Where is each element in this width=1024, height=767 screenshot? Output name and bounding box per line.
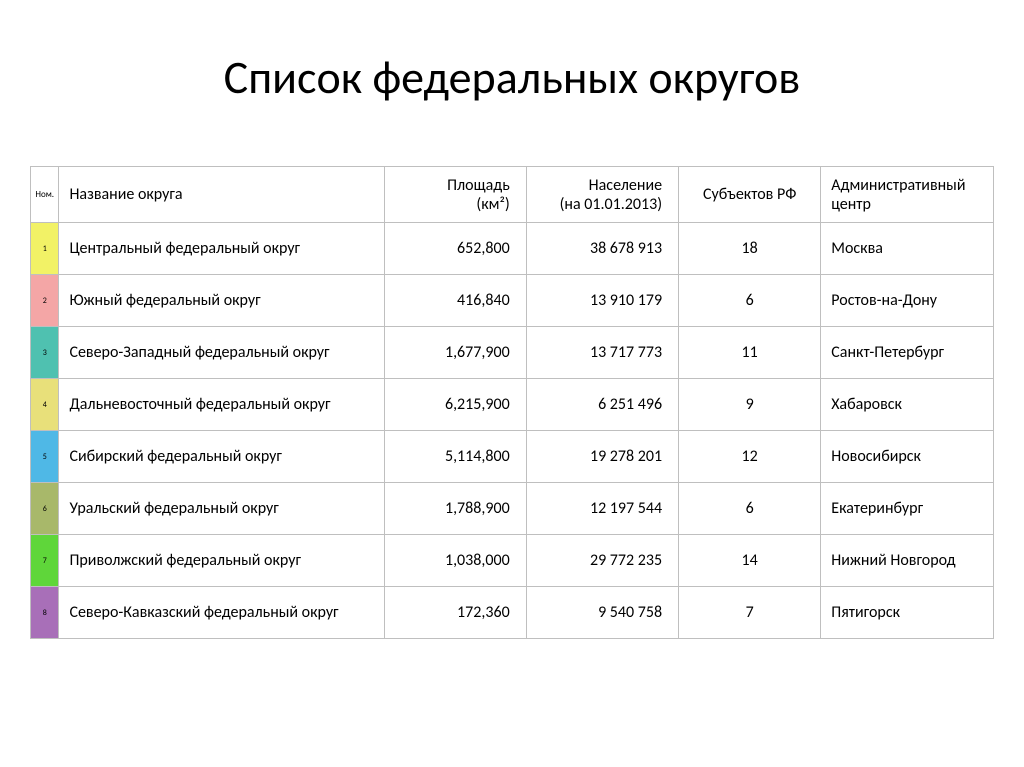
cell-pop: 12 197 544 [526, 483, 678, 535]
districts-table: Ном. Название округа Площадь(км²) Населе… [30, 166, 994, 639]
cell-area: 5,114,800 [384, 431, 526, 483]
cell-center: Санкт-Петербург [821, 327, 994, 379]
cell-name: Южный федеральный округ [59, 275, 384, 327]
cell-pop: 13 717 773 [526, 327, 678, 379]
cell-area: 1,788,900 [384, 483, 526, 535]
table-row: 5Сибирский федеральный округ5,114,80019 … [31, 431, 994, 483]
cell-num: 3 [31, 327, 59, 379]
col-header-center: Административный центр [821, 167, 994, 223]
cell-name: Северо-Кавказский федеральный округ [59, 587, 384, 639]
cell-area: 6,215,900 [384, 379, 526, 431]
cell-area: 1,038,000 [384, 535, 526, 587]
cell-area: 416,840 [384, 275, 526, 327]
page-title: Список федеральных округов [0, 0, 1024, 166]
cell-area: 652,800 [384, 223, 526, 275]
cell-subj: 14 [679, 535, 821, 587]
cell-num: 2 [31, 275, 59, 327]
table-row: 6Уральский федеральный округ1,788,90012 … [31, 483, 994, 535]
table-body: 1Центральный федеральный округ652,80038 … [31, 223, 994, 639]
cell-num: 7 [31, 535, 59, 587]
cell-name: Уральский федеральный округ [59, 483, 384, 535]
cell-num: 8 [31, 587, 59, 639]
cell-center: Екатеринбург [821, 483, 994, 535]
cell-subj: 6 [679, 483, 821, 535]
cell-subj: 7 [679, 587, 821, 639]
cell-num: 5 [31, 431, 59, 483]
table-container: Ном. Название округа Площадь(км²) Населе… [0, 166, 1024, 639]
cell-pop: 38 678 913 [526, 223, 678, 275]
cell-num: 1 [31, 223, 59, 275]
cell-pop: 9 540 758 [526, 587, 678, 639]
table-row: 8Северо-Кавказский федеральный округ172,… [31, 587, 994, 639]
cell-subj: 18 [679, 223, 821, 275]
table-row: 3Северо-Западный федеральный округ1,677,… [31, 327, 994, 379]
table-row: 4Дальневосточный федеральный округ6,215,… [31, 379, 994, 431]
col-header-area: Площадь(км²) [384, 167, 526, 223]
cell-area: 172,360 [384, 587, 526, 639]
cell-center: Нижний Новгород [821, 535, 994, 587]
cell-pop: 29 772 235 [526, 535, 678, 587]
cell-name: Дальневосточный федеральный округ [59, 379, 384, 431]
cell-name: Центральный федеральный округ [59, 223, 384, 275]
table-header-row: Ном. Название округа Площадь(км²) Населе… [31, 167, 994, 223]
col-header-num: Ном. [31, 167, 59, 223]
table-row: 2Южный федеральный округ416,84013 910 17… [31, 275, 994, 327]
cell-center: Хабаровск [821, 379, 994, 431]
cell-name: Сибирский федеральный округ [59, 431, 384, 483]
cell-subj: 11 [679, 327, 821, 379]
col-header-pop: Население(на 01.01.2013) [526, 167, 678, 223]
cell-name: Приволжский федеральный округ [59, 535, 384, 587]
cell-center: Пятигорск [821, 587, 994, 639]
table-row: 1Центральный федеральный округ652,80038 … [31, 223, 994, 275]
cell-subj: 12 [679, 431, 821, 483]
cell-pop: 19 278 201 [526, 431, 678, 483]
col-header-name: Название округа [59, 167, 384, 223]
cell-num: 4 [31, 379, 59, 431]
cell-area: 1,677,900 [384, 327, 526, 379]
cell-pop: 13 910 179 [526, 275, 678, 327]
cell-subj: 9 [679, 379, 821, 431]
table-row: 7Приволжский федеральный округ1,038,0002… [31, 535, 994, 587]
cell-center: Ростов-на-Дону [821, 275, 994, 327]
col-header-subj: Субъектов РФ [679, 167, 821, 223]
cell-center: Москва [821, 223, 994, 275]
cell-center: Новосибирск [821, 431, 994, 483]
cell-subj: 6 [679, 275, 821, 327]
cell-pop: 6 251 496 [526, 379, 678, 431]
cell-name: Северо-Западный федеральный округ [59, 327, 384, 379]
cell-num: 6 [31, 483, 59, 535]
